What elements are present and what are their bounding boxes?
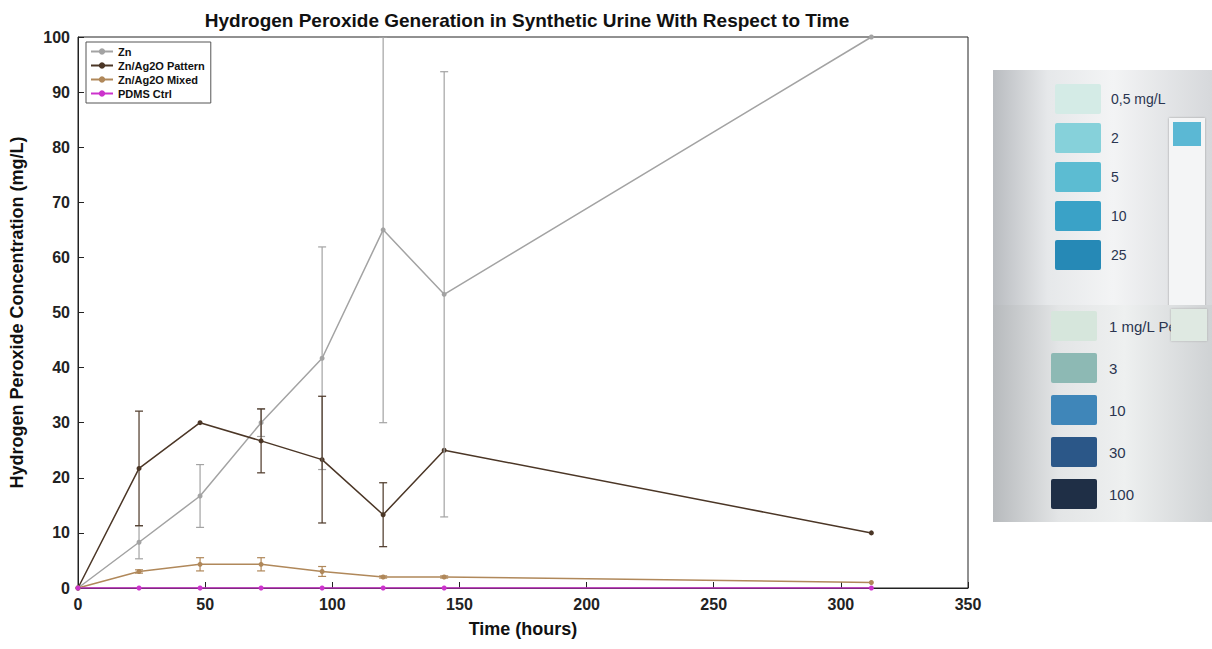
svg-text:350: 350 [955,596,982,613]
svg-text:Zn/Ag2O Mixed: Zn/Ag2O Mixed [118,74,198,86]
svg-text:0: 0 [61,580,70,597]
svg-text:90: 90 [52,84,70,101]
svg-text:70: 70 [52,194,70,211]
html-text:1 mg/L Pe: 1 mg/L Pe [1109,317,1177,335]
svg-text:80: 80 [52,139,70,156]
svg-text:200: 200 [573,596,600,613]
svg-text:Hydrogen Peroxide Concentratio: Hydrogen Peroxide Concentration (mg/L) [7,136,27,488]
svg-text:40: 40 [52,359,70,376]
svg-text:30: 30 [52,414,70,431]
html-text:5: 5 [1111,169,1119,185]
svg-text:Zn/Ag2O Pattern: Zn/Ag2O Pattern [118,60,205,72]
html-text:25: 25 [1111,247,1127,263]
svg-text:PDMS Ctrl: PDMS Ctrl [118,88,172,100]
svg-text:Hydrogen Peroxide Generation i: Hydrogen Peroxide Generation in Syntheti… [205,10,850,31]
svg-text:100: 100 [319,596,346,613]
html-text:100: 100 [1109,485,1134,503]
html-text:0,5 mg/L: 0,5 mg/L [1111,91,1166,107]
html-text:2: 2 [1111,130,1119,146]
svg-text:300: 300 [828,596,855,613]
html-text:10: 10 [1111,208,1127,224]
svg-text:Zn: Zn [118,46,132,58]
html-text:10: 10 [1109,401,1126,419]
svg-text:20: 20 [52,469,70,486]
html-text:30: 30 [1109,443,1126,461]
svg-text:60: 60 [52,249,70,266]
svg-text:10: 10 [52,524,70,541]
svg-text:0: 0 [74,596,83,613]
svg-text:50: 50 [196,596,214,613]
html-text:3: 3 [1109,359,1118,377]
svg-text:150: 150 [446,596,473,613]
svg-text:100: 100 [43,29,70,46]
svg-text:Time (hours): Time (hours) [469,619,578,639]
svg-text:50: 50 [52,304,70,321]
svg-text:250: 250 [700,596,727,613]
